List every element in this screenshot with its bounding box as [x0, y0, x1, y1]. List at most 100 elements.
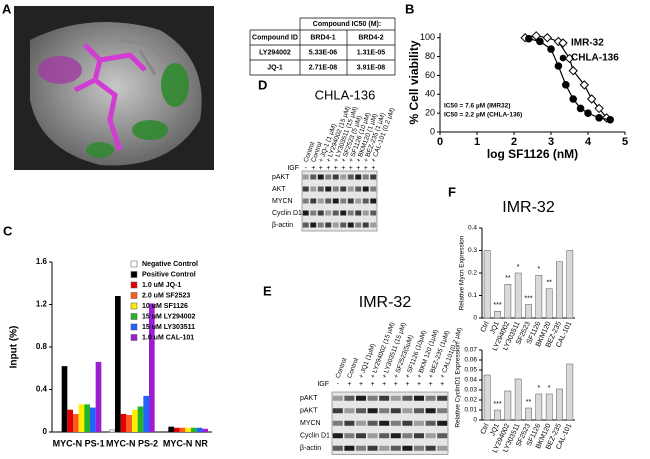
y-tick-label: 20 [425, 108, 435, 118]
blot-band [317, 174, 324, 180]
blot-band [302, 174, 309, 180]
row-label: Cyclin D1 [300, 433, 330, 440]
legend-swatch [130, 292, 138, 299]
marker [579, 80, 590, 90]
blot-band [355, 186, 362, 192]
bar [143, 395, 149, 432]
x-tick-label: 3 [548, 136, 554, 148]
x-tick-label: MYC-N PS-2 [106, 438, 158, 448]
y-tick-label: 40 [425, 89, 435, 99]
x-tick-label: 0 [437, 136, 443, 148]
blot-title: CHLA-136 [315, 87, 376, 102]
marker [547, 45, 555, 53]
y-axis-label: Input (%) [9, 326, 20, 369]
bar [109, 429, 116, 433]
significance-label: * [537, 266, 540, 273]
bar [483, 250, 491, 319]
blot-band [356, 408, 366, 414]
igf-sign: - [305, 165, 308, 172]
blot-band [425, 445, 436, 451]
blot-band [362, 210, 369, 216]
legend-swatch [130, 313, 138, 320]
marker [536, 37, 544, 46]
blot-band [390, 433, 401, 439]
marker [586, 94, 597, 104]
x-tick-label: 5 [622, 136, 628, 148]
panel-label: E [263, 283, 272, 298]
blot-band [340, 222, 347, 228]
legend-label: Positive Control [142, 271, 196, 278]
blot-band [437, 420, 448, 426]
panel-label: A [2, 1, 12, 16]
bar [545, 288, 553, 319]
blot-title: IMR-32 [359, 294, 412, 311]
blot-band [325, 198, 332, 204]
bar [556, 261, 563, 319]
annotation: IC50 = 7.6 µM (IMR32) [444, 103, 510, 110]
bar [556, 388, 563, 421]
igf-sign: + [326, 165, 330, 172]
y-axis-label: Relative CyclinD1 Expression [455, 342, 462, 428]
x-tick-label: 1 [474, 136, 480, 148]
bar [566, 250, 574, 319]
marker [576, 104, 585, 113]
legend-label: 15 uM LY303511 [142, 324, 195, 331]
blot-band [332, 395, 343, 401]
y-axis-label: % Cell viability [407, 40, 421, 124]
bar [535, 275, 543, 319]
blot-band [347, 210, 354, 216]
bar [514, 378, 522, 421]
blot-band [379, 395, 390, 401]
blot-band [317, 210, 324, 216]
fit-line [528, 38, 611, 121]
bar [61, 366, 68, 432]
row-label: AKT [272, 186, 286, 193]
table-cell: 3.91E-08 [357, 64, 386, 71]
legend-label: 15 uM LY294002 [142, 313, 196, 320]
blot-band [437, 445, 448, 451]
blot-band [425, 433, 436, 439]
legend-swatch [130, 323, 138, 331]
legend-swatch [130, 302, 138, 310]
blot-band [356, 445, 366, 451]
bar [494, 311, 501, 319]
blot-band [310, 210, 317, 216]
marker [569, 95, 578, 103]
x-axis-label: log SF1126 (nM) [487, 147, 578, 161]
significance-label: *** [524, 295, 532, 302]
blot-band [414, 395, 424, 401]
blot-band [367, 433, 378, 439]
x-tick-label: JQ1 [489, 423, 501, 438]
x-tick-label: JQ1 [489, 321, 501, 336]
y-tick-label: 0 [430, 126, 435, 136]
blot-band [379, 408, 390, 414]
table-title: Compound IC50 (M): [313, 21, 381, 28]
bar [168, 426, 174, 432]
row-label: β-actin [272, 222, 293, 229]
y-tick-label: 0.06 [464, 357, 477, 364]
bar [196, 427, 203, 432]
bar [566, 363, 574, 421]
y-tick-label: 0.02 [464, 397, 477, 404]
blot-band [437, 408, 448, 414]
blot-band [302, 186, 309, 192]
y-tick-label: 100 [420, 32, 435, 42]
blot-band [340, 198, 347, 204]
legend-marker [559, 54, 567, 62]
igf-sign: + [334, 165, 338, 172]
bar [504, 390, 512, 421]
legend-label: 2.0 uM SF2523 [142, 292, 190, 299]
blot-band [355, 174, 362, 180]
blot-band [356, 395, 366, 401]
blot-band [390, 445, 401, 451]
blot-band [414, 433, 424, 439]
blot-band [340, 210, 347, 216]
significance-label: *** [493, 401, 501, 408]
table-cell: 2.71E-08 [309, 64, 338, 71]
x-tick-label: 4 [585, 136, 592, 148]
blot-band [347, 174, 354, 180]
marker [562, 81, 570, 89]
marker [584, 109, 592, 117]
bar [84, 404, 90, 432]
